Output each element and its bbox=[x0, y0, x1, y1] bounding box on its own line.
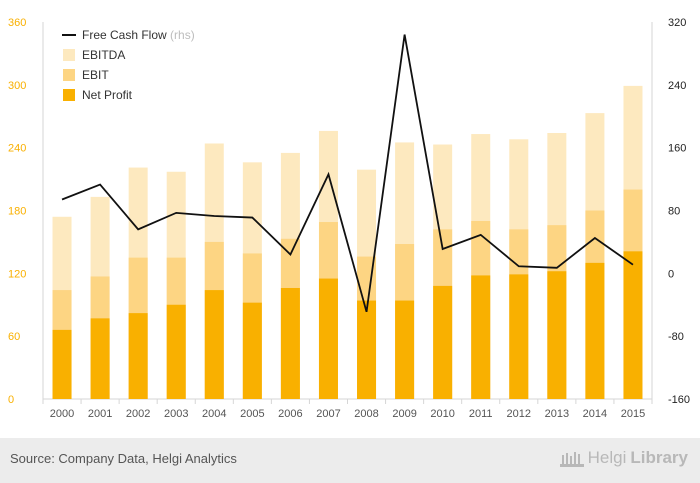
y-left-tick-label: 60 bbox=[8, 331, 20, 343]
bar-net-profit bbox=[204, 290, 224, 399]
legend-label: EBIT bbox=[82, 68, 109, 82]
x-tick-label: 2005 bbox=[240, 408, 264, 420]
combo-chart: 0 60 120 180 240 300 360 -160 -80 0 80 160 240 320 200… bbox=[8, 17, 690, 420]
x-tick-label: 2000 bbox=[50, 408, 74, 420]
line-free-cash-flow bbox=[61, 34, 634, 313]
bar-net-profit bbox=[357, 300, 377, 399]
chart-footer: Source: Company Data, Helgi Analytics He… bbox=[0, 438, 700, 483]
library-building-icon bbox=[559, 452, 584, 467]
x-tick-label: 2007 bbox=[316, 408, 340, 420]
x-tick-label: 2002 bbox=[126, 408, 150, 420]
y-left-tick-label: 240 bbox=[8, 143, 26, 155]
legend-label: EBITDA bbox=[82, 48, 125, 62]
bar-net-profit bbox=[128, 313, 148, 399]
x-tick-label: 2013 bbox=[545, 408, 569, 420]
bar-net-profit bbox=[52, 329, 72, 399]
x-tick-label: 2009 bbox=[392, 408, 416, 420]
y-left-tick-label: 0 bbox=[8, 394, 14, 406]
bar-net-profit bbox=[509, 274, 529, 399]
x-tick-label: 2012 bbox=[507, 408, 531, 420]
legend-bar-swatch bbox=[63, 89, 75, 101]
bar-net-profit bbox=[90, 318, 110, 399]
legend-label: Net Profit bbox=[82, 88, 133, 102]
x-tick-label: 2010 bbox=[430, 408, 454, 420]
x-tick-label: 2015 bbox=[621, 408, 645, 420]
bar-net-profit bbox=[318, 278, 338, 399]
x-tick-label: 2006 bbox=[278, 408, 302, 420]
y-left-tick-label: 180 bbox=[8, 206, 26, 218]
y-left-tick-label: 300 bbox=[8, 80, 26, 92]
bar-net-profit bbox=[433, 285, 453, 399]
y-right-tick-label: -160 bbox=[668, 394, 690, 406]
y-left-tick-label: 360 bbox=[8, 17, 26, 29]
legend-bar-swatch bbox=[63, 69, 75, 81]
bar-net-profit bbox=[166, 304, 186, 399]
legend-label: Free Cash Flow (rhs) bbox=[82, 28, 195, 42]
legend-label-suffix: (rhs) bbox=[167, 28, 195, 42]
x-tick-label: 2001 bbox=[88, 408, 112, 420]
bar-net-profit bbox=[242, 302, 262, 399]
brand-name-light: Helgi bbox=[587, 448, 627, 467]
y-right-tick-label: 0 bbox=[668, 268, 674, 280]
bar-net-profit bbox=[623, 251, 643, 399]
bar-net-profit bbox=[547, 271, 567, 399]
legend-bar-swatch bbox=[63, 49, 75, 61]
helgi-library-logo: Helgi Library bbox=[559, 448, 688, 468]
y-right-tick-label: 80 bbox=[668, 206, 680, 218]
source-note: Source: Company Data, Helgi Analytics bbox=[10, 451, 237, 466]
brand-name-bold: Library bbox=[630, 448, 688, 467]
x-tick-label: 2008 bbox=[354, 408, 378, 420]
y-right-tick-label: 160 bbox=[668, 143, 686, 155]
x-tick-label: 2014 bbox=[583, 408, 607, 420]
x-tick-label: 2011 bbox=[469, 408, 493, 420]
bar-net-profit bbox=[280, 287, 300, 399]
bar-net-profit bbox=[585, 262, 605, 399]
y-right-tick-label: 320 bbox=[668, 17, 686, 29]
bar-net-profit bbox=[395, 300, 415, 399]
y-left-tick-label: 120 bbox=[8, 268, 26, 280]
y-right-tick-label: -80 bbox=[668, 331, 684, 343]
y-right-tick-label: 240 bbox=[668, 80, 686, 92]
bar-net-profit bbox=[471, 275, 491, 399]
x-tick-label: 2004 bbox=[202, 408, 226, 420]
x-tick-label: 2003 bbox=[164, 408, 188, 420]
